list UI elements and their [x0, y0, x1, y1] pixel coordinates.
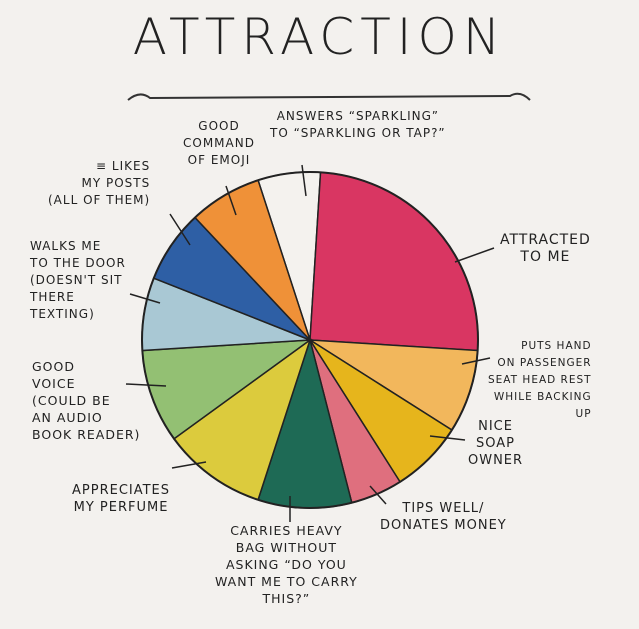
- leader-line: [225, 185, 237, 216]
- slice-label: ATTRACTED TO ME: [500, 232, 591, 265]
- slice-label: NICE SOAP OWNER: [468, 419, 524, 468]
- chart-title: ATTRACTION: [132, 8, 507, 66]
- slice-label: WALKS ME TO THE DOOR (DOESN'T SIT THERE …: [30, 239, 126, 321]
- slice-label: GOOD COMMAND OF EMOJI: [183, 119, 255, 167]
- leader-line: [171, 461, 207, 469]
- slice-label: ≡ LIKES MY POSTS (ALL OF THEM): [48, 159, 151, 207]
- title-underline: [127, 92, 531, 101]
- leader-line: [129, 293, 161, 304]
- leader-line: [369, 485, 387, 505]
- leader-line: [169, 213, 191, 246]
- slice-label: TIPS WELL/ DONATES MONEY: [380, 501, 507, 533]
- pie-outline: [141, 171, 479, 509]
- slice-label: GOOD VOICE (COULD BE AN AUDIO BOOK READE…: [32, 359, 141, 442]
- slice-label: ANSWERS “SPARKLING” TO “SPARKLING OR TAP…: [270, 109, 446, 140]
- leader-line: [125, 383, 167, 387]
- leader-line: [461, 357, 491, 365]
- leader-line: [301, 164, 307, 197]
- leader-line: [429, 435, 466, 441]
- pie-slice: [309, 171, 479, 352]
- leader-line: [454, 247, 495, 263]
- slice-label: CARRIES HEAVY BAG WITHOUT ASKING “DO YOU…: [215, 523, 358, 606]
- slice-label: APPRECIATES MY PERFUME: [72, 483, 171, 515]
- slice-label: PUTS HAND ON PASSENGER SEAT HEAD REST WH…: [488, 340, 592, 420]
